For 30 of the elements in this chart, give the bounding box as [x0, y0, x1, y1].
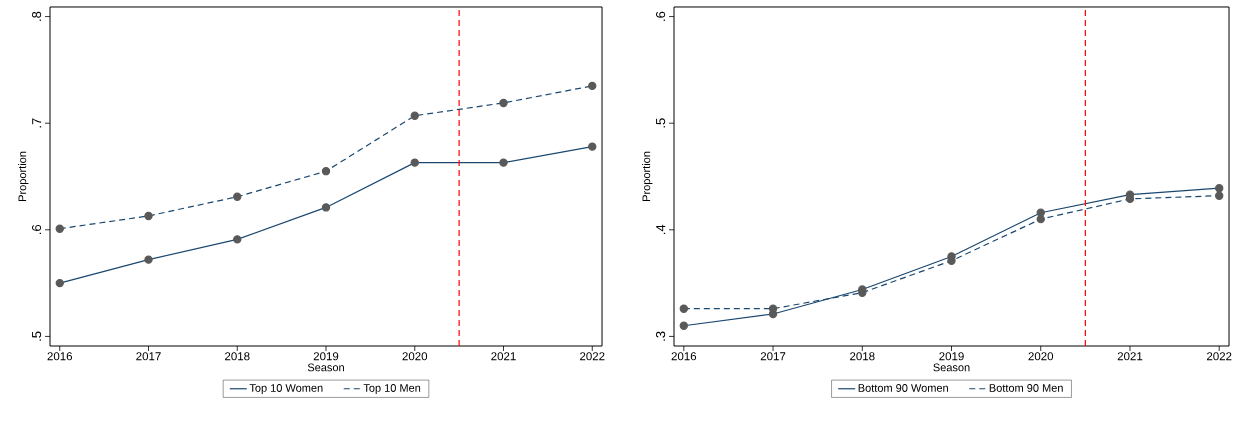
legend-label: Top 10 Women	[249, 384, 323, 395]
x-tick-label: 2017	[136, 352, 161, 361]
y-tick-label: .5	[32, 331, 42, 341]
y-axis-title: Proportion	[18, 151, 29, 201]
x-tick-label: 2018	[850, 352, 875, 361]
y-tick-label: .6	[31, 224, 42, 235]
legend-label: Top 10 Men	[363, 384, 421, 395]
x-tick-label: 2022	[1206, 352, 1232, 361]
x-axis-title: Season	[933, 363, 970, 372]
y-tick-label: .3	[655, 331, 666, 341]
x-tick-label: 2021	[491, 352, 516, 361]
x-tick-label: 2021	[1117, 352, 1143, 361]
legend-label: Bottom 90 Men	[989, 384, 1063, 392]
x-tick-label: 2022	[580, 352, 605, 361]
y-axis-title: Proportion	[642, 151, 653, 201]
y-tick-label: .7	[32, 118, 42, 128]
x-tick-label: 2020	[1028, 352, 1054, 361]
y-tick-label: .6	[655, 11, 666, 21]
x-tick-label: 2017	[760, 352, 786, 361]
x-tick-label: 2019	[313, 352, 339, 361]
y-tick-label: .5	[656, 118, 666, 128]
x-tick-label: 2016	[671, 352, 697, 361]
x-tick-label: 2019	[939, 352, 964, 361]
legend-label: Bottom 90 Women	[858, 384, 948, 392]
x-tick-label: 2020	[402, 352, 428, 361]
x-tick-label: 2016	[47, 352, 73, 361]
y-tick-label: .8	[31, 11, 42, 21]
y-tick-label: .4	[656, 224, 666, 235]
x-axis-title: Season	[307, 363, 344, 372]
x-tick-label: 2018	[225, 352, 250, 361]
